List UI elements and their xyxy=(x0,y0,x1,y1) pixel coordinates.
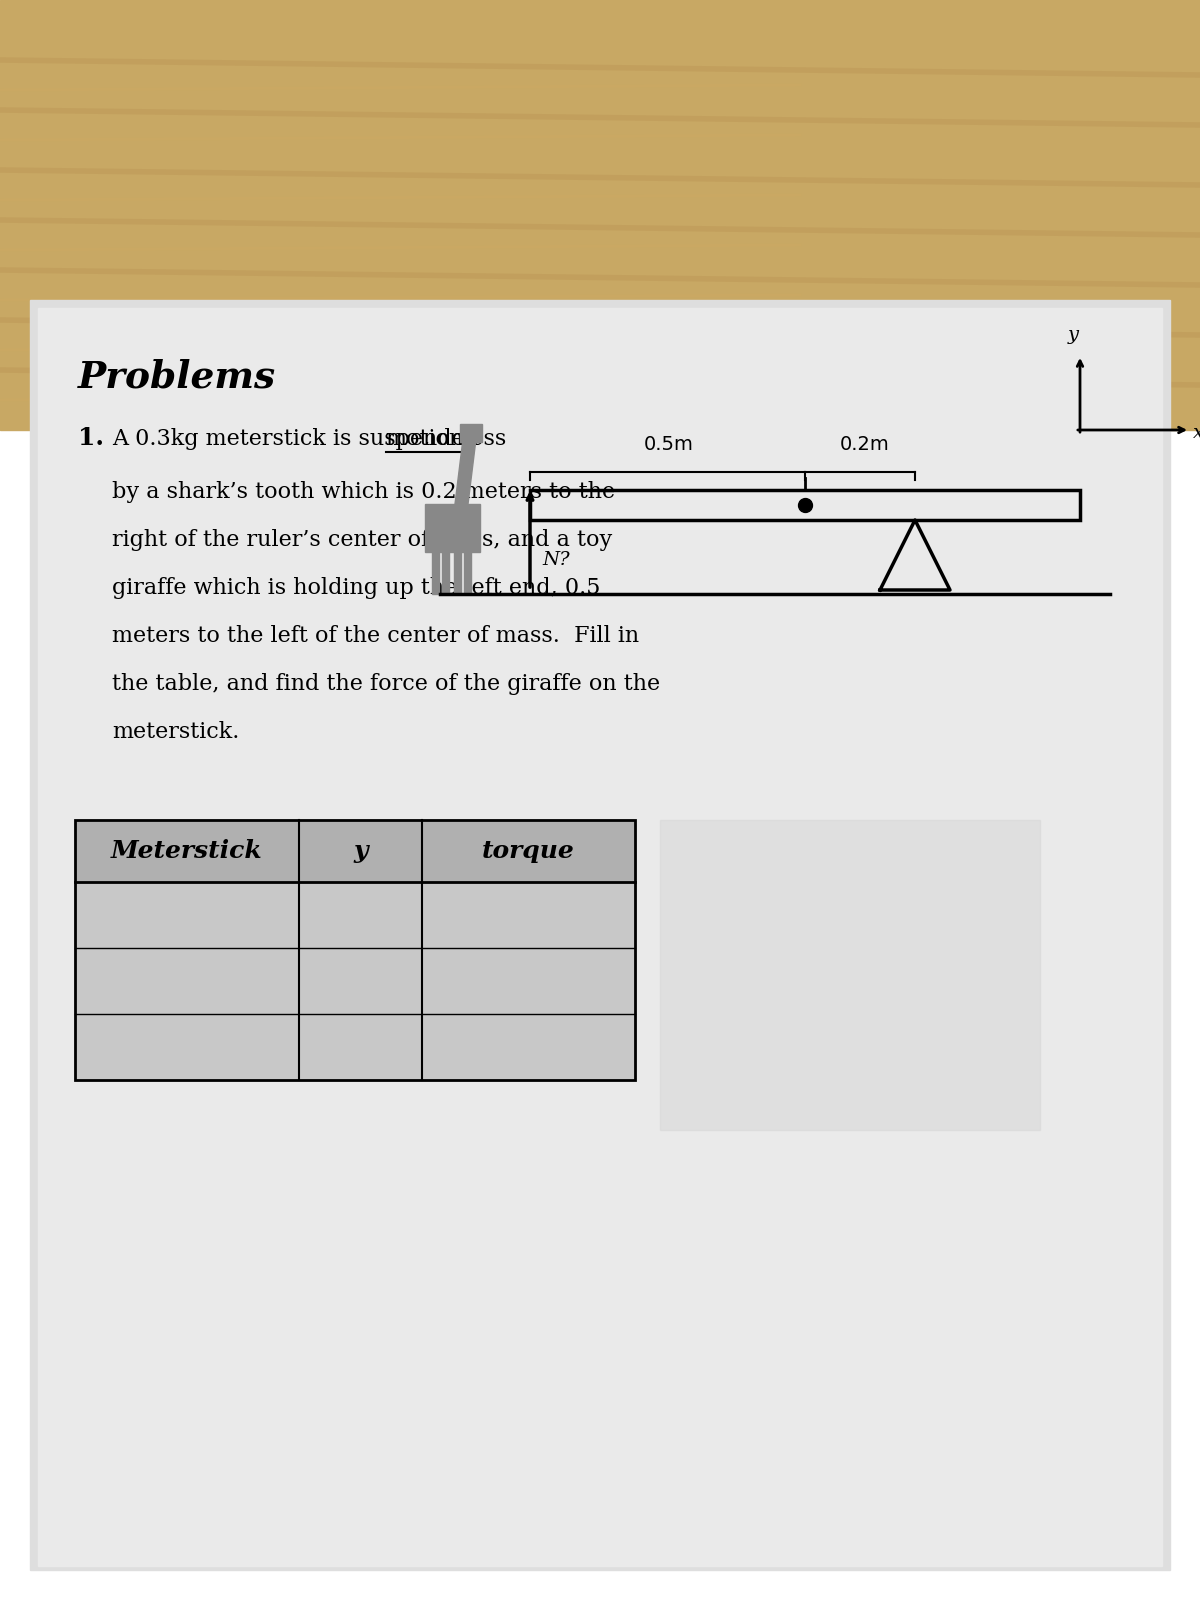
Text: torque: torque xyxy=(482,838,575,862)
Bar xyxy=(74,819,635,1080)
Text: Meterstick: Meterstick xyxy=(112,838,263,862)
Text: motionless: motionless xyxy=(385,427,506,450)
Bar xyxy=(30,301,1170,1570)
Text: giraffe which is holding up the left end, 0.5: giraffe which is holding up the left end… xyxy=(112,578,600,598)
Bar xyxy=(38,307,1162,1566)
Bar xyxy=(425,504,480,552)
Text: N?: N? xyxy=(542,550,570,570)
Text: 0.5m: 0.5m xyxy=(643,435,694,454)
Text: 0.2m: 0.2m xyxy=(840,435,889,454)
Bar xyxy=(442,549,449,594)
Bar xyxy=(74,819,635,882)
Text: y: y xyxy=(353,838,368,862)
Text: meterstick.: meterstick. xyxy=(112,722,239,742)
Bar xyxy=(454,549,461,594)
Bar xyxy=(432,549,439,594)
Polygon shape xyxy=(455,438,476,504)
Text: x: x xyxy=(1193,424,1200,442)
Text: Problems: Problems xyxy=(78,358,276,395)
Bar xyxy=(0,0,1200,430)
Text: the table, and find the force of the giraffe on the: the table, and find the force of the gir… xyxy=(112,674,660,694)
Bar xyxy=(460,424,482,442)
Text: y: y xyxy=(1068,326,1079,344)
Text: 1.: 1. xyxy=(78,426,104,450)
Bar xyxy=(530,490,1080,520)
Bar xyxy=(660,819,1040,1130)
Text: by a shark’s tooth which is 0.2 meters to the: by a shark’s tooth which is 0.2 meters t… xyxy=(112,482,616,502)
Bar xyxy=(464,549,470,594)
Text: right of the ruler’s center of mass, and a toy: right of the ruler’s center of mass, and… xyxy=(112,530,612,550)
Text: meters to the left of the center of mass.  Fill in: meters to the left of the center of mass… xyxy=(112,626,640,646)
Bar xyxy=(74,882,635,1080)
Text: A 0.3kg meterstick is suspended: A 0.3kg meterstick is suspended xyxy=(112,427,486,450)
